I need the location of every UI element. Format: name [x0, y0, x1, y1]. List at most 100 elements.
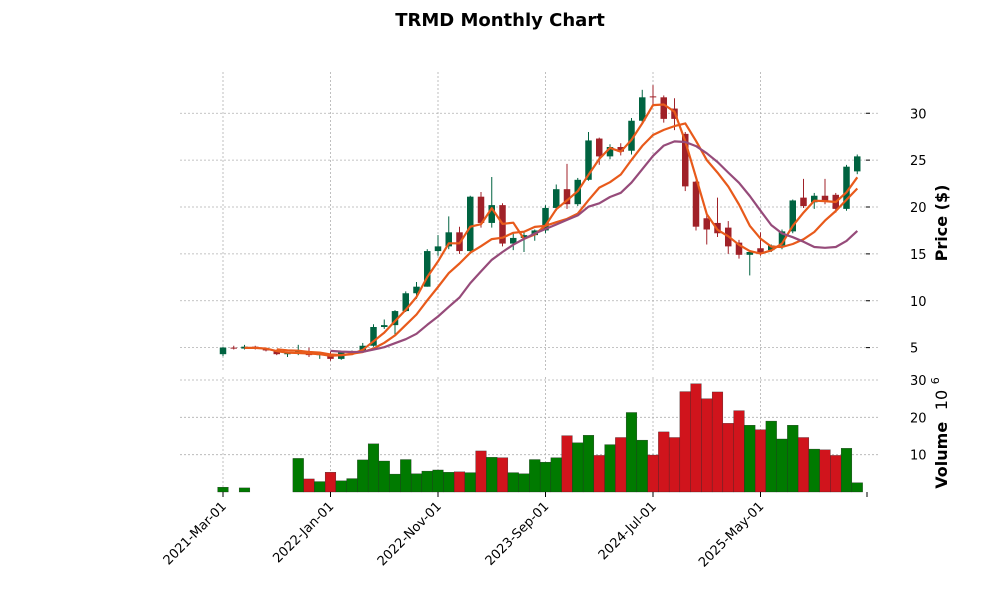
x-tick-label: 2021-Mar-01 — [161, 499, 230, 568]
volume-bar — [432, 469, 444, 493]
volume-bar — [561, 435, 573, 493]
candle-body — [606, 147, 614, 157]
candle — [424, 249, 431, 287]
x-tick-label: 2022-Jan-01 — [270, 499, 337, 566]
volume-bar — [701, 398, 713, 493]
candle-body — [746, 252, 753, 255]
candle-body — [778, 231, 786, 246]
volume-bar — [808, 448, 820, 493]
volume-bar — [690, 383, 702, 493]
volume-bar — [378, 460, 390, 493]
candle — [854, 154, 861, 175]
candle — [628, 117, 635, 155]
volume-bar — [722, 423, 734, 493]
candle-body — [682, 133, 689, 187]
volume-bar — [367, 443, 380, 493]
price-tick-label: 20 — [910, 201, 927, 216]
candle-body — [811, 195, 818, 203]
candle — [746, 250, 753, 276]
candle-body — [563, 189, 571, 205]
candle-body — [477, 196, 485, 223]
candle — [467, 195, 474, 254]
candle — [434, 235, 442, 256]
candle-body — [381, 325, 388, 327]
candle-body — [639, 97, 646, 121]
candle-body — [843, 166, 850, 209]
volume-bar — [217, 486, 229, 493]
volume-bar — [593, 455, 605, 493]
candle — [639, 89, 646, 125]
volume-bar — [776, 438, 788, 493]
candle-body — [284, 353, 291, 355]
candle — [230, 345, 237, 350]
candle-body — [424, 251, 431, 287]
candle — [585, 132, 592, 181]
volume-bar — [765, 420, 777, 493]
volume-bar — [851, 482, 863, 493]
x-tick-label: 2022-Nov-01 — [375, 499, 445, 569]
volume-bars — [217, 383, 863, 493]
candle-body — [617, 147, 624, 152]
candle-body — [230, 347, 237, 349]
volume-bar — [572, 442, 584, 493]
candlesticks — [219, 85, 861, 361]
candle — [843, 164, 850, 211]
volume-bar — [604, 444, 616, 493]
candle — [757, 232, 764, 256]
candle-body — [542, 207, 549, 231]
candle-body — [768, 245, 775, 251]
candle-body — [596, 138, 603, 157]
candle-body — [800, 197, 807, 207]
candle — [370, 324, 377, 347]
volume-bar — [529, 459, 541, 493]
candle — [488, 177, 495, 228]
volume-axis-label-base: 10 — [932, 390, 951, 410]
candle — [477, 192, 485, 228]
volume-bar — [421, 470, 433, 493]
candle — [510, 232, 517, 251]
candle — [219, 346, 227, 357]
volume-bar — [518, 473, 530, 493]
volume-bar — [389, 473, 401, 493]
volume-bar — [324, 472, 337, 493]
volume-bar — [582, 435, 595, 493]
candle-body — [402, 293, 409, 312]
candle-body — [692, 181, 700, 227]
volume-bar — [550, 457, 562, 493]
volume-bar — [238, 487, 251, 493]
moving-average-line — [276, 122, 859, 357]
axis-labels: Price ($) Volume 10 6 — [929, 185, 951, 489]
volume-bar — [443, 472, 455, 493]
candle-body — [628, 120, 635, 151]
price-tick-label: 5 — [910, 342, 918, 357]
volume-bar — [647, 454, 659, 493]
moving-average-line — [330, 140, 859, 354]
volume-bar — [668, 437, 681, 493]
volume-axis-label-power: 6 — [929, 377, 942, 384]
price-panel-grid — [180, 112, 880, 349]
volume-bar — [733, 410, 745, 493]
candle-body — [585, 140, 592, 180]
volume-bar — [292, 458, 304, 493]
candle-body — [445, 232, 452, 247]
volume-bar — [475, 450, 487, 493]
volume-bar — [840, 448, 853, 493]
price-tick-label: 10 — [910, 295, 927, 310]
candle — [692, 180, 700, 231]
volume-bar — [819, 449, 831, 493]
volume-bar — [658, 431, 670, 493]
volume-bar — [507, 472, 519, 493]
price-tick-label: 30 — [910, 107, 927, 122]
candle-body — [510, 237, 517, 244]
volume-bar — [410, 473, 423, 493]
price-tick-label: 25 — [910, 154, 927, 169]
volume-bar — [679, 391, 691, 493]
volume-tick-label: 10 — [910, 449, 927, 464]
candle — [703, 212, 710, 245]
candle-body — [391, 311, 399, 326]
axes: 5 10 15 20 25 30 10 20 30 2021-Mar-01 2022-Jan-01 2… — [161, 107, 927, 570]
volume-bar — [314, 481, 326, 493]
candle-body — [219, 347, 227, 355]
candle — [821, 178, 829, 205]
